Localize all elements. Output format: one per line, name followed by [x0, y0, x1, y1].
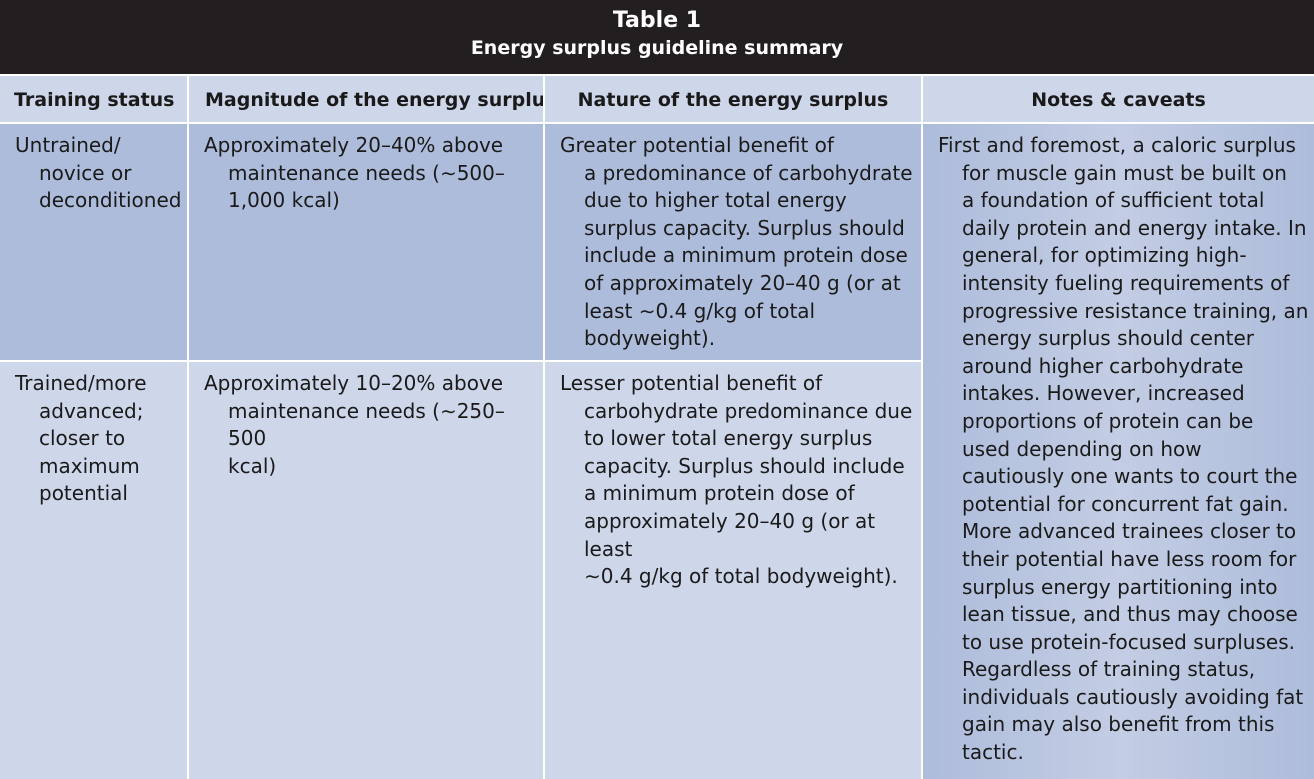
row-2-nature-text: Lesser potential benefit of carbohydrate…	[560, 371, 913, 589]
table-title-bar: Table 1 Energy surplus guideline summary	[0, 0, 1314, 74]
table-subtitle: Energy surplus guideline summary	[470, 37, 844, 59]
header-magnitude: Magnitude of the energy surplus	[189, 76, 543, 122]
table-row-1-magnitude: Approximately 20–40% above maintenance n…	[189, 124, 543, 360]
row-1-nature-text: Greater potential benefit of a predomina…	[560, 133, 913, 351]
table-row-2-magnitude: Approximately 10–20% above maintenance n…	[189, 362, 543, 779]
header-notes: Notes & caveats	[923, 76, 1314, 122]
table-row-1-nature: Greater potential benefit of a predomina…	[545, 124, 921, 360]
header-nature: Nature of the energy surplus	[545, 76, 921, 122]
row-1-status-text: Untrained/ novice or deconditioned	[15, 133, 182, 213]
notes-text: First and foremost, a caloric surplus fo…	[938, 133, 1309, 765]
table-row-2-status: Trained/more advanced; closer to maximum…	[0, 362, 187, 779]
row-1-magnitude-text: Approximately 20–40% above maintenance n…	[204, 133, 505, 213]
header-training-status: Training status	[0, 76, 187, 122]
row-2-status-text: Trained/more advanced; closer to maximum…	[15, 371, 147, 506]
table-row-2-nature: Lesser potential benefit of carbohydrate…	[545, 362, 921, 779]
row-2-magnitude-text: Approximately 10–20% above maintenance n…	[204, 371, 505, 478]
table-title: Table 1	[612, 8, 702, 33]
table-row-1-status: Untrained/ novice or deconditioned	[0, 124, 187, 360]
notes-cell: First and foremost, a caloric surplus fo…	[923, 124, 1314, 779]
